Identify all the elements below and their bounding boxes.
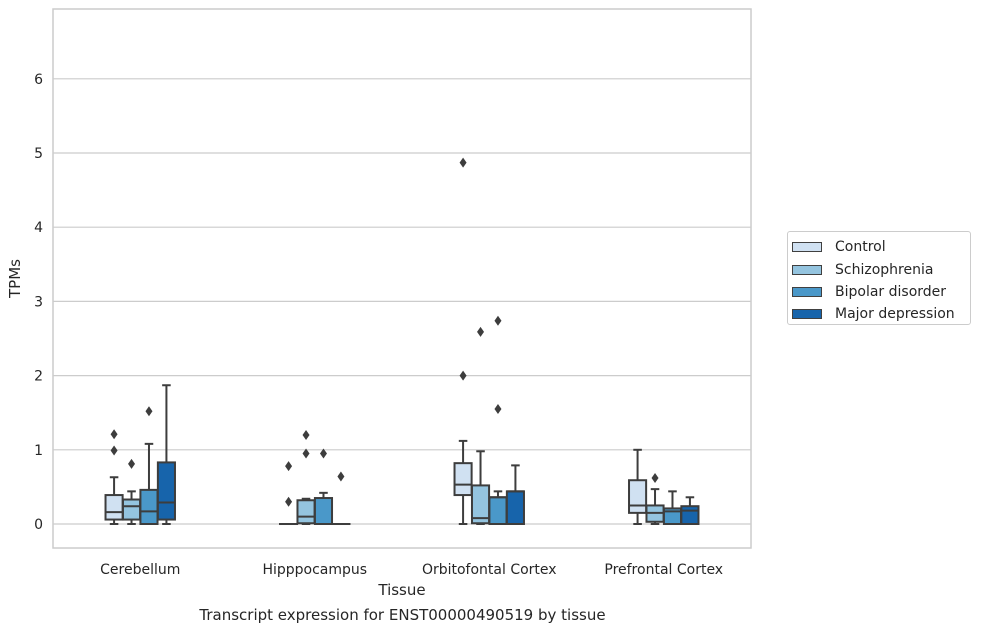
box-iqr bbox=[628, 479, 648, 514]
outlier-point bbox=[494, 403, 502, 414]
legend-item: Control bbox=[788, 236, 970, 258]
outlier-point bbox=[477, 326, 485, 337]
outlier-point bbox=[651, 472, 659, 483]
y-tick-label: 5 bbox=[34, 146, 43, 162]
plot-frame bbox=[52, 8, 752, 549]
y-tick-label: 2 bbox=[34, 369, 43, 385]
x-tick-label: Hipppocampus bbox=[262, 562, 367, 578]
legend-item: Schizophrenia bbox=[788, 258, 970, 280]
outlier-point bbox=[494, 315, 502, 326]
outlier-point bbox=[285, 496, 293, 507]
box-iqr bbox=[139, 488, 159, 526]
y-tick-label: 4 bbox=[34, 220, 43, 236]
y-tick-label: 3 bbox=[34, 294, 43, 310]
legend-swatch bbox=[792, 242, 822, 253]
outlier-point bbox=[459, 370, 467, 381]
x-tick-label: Prefrontal Cortex bbox=[604, 562, 723, 578]
legend-label: Bipolar disorder bbox=[835, 283, 947, 300]
box-major-depression-3 bbox=[680, 496, 700, 525]
box-iqr bbox=[505, 490, 525, 525]
box-major-depression-1 bbox=[331, 471, 351, 526]
x-tick-label: Orbitofontal Cortex bbox=[422, 562, 557, 578]
legend-label: Schizophrenia bbox=[835, 261, 934, 278]
box-control-3 bbox=[628, 448, 648, 525]
outlier-point bbox=[145, 406, 153, 417]
y-tick-label: 6 bbox=[34, 72, 43, 88]
box-schizophrenia-2 bbox=[470, 326, 491, 525]
legend-label: Major depression bbox=[835, 306, 955, 323]
outlier-point bbox=[459, 157, 467, 168]
legend-label: Control bbox=[835, 239, 886, 256]
outlier-point bbox=[110, 429, 118, 440]
box-iqr bbox=[156, 461, 176, 521]
outlier-point bbox=[110, 445, 118, 456]
legend-item: Major depression bbox=[788, 303, 970, 325]
chart-caption: Transcript expression for ENST0000049051… bbox=[199, 606, 606, 624]
plot-area bbox=[53, 9, 751, 548]
box-iqr bbox=[680, 505, 700, 525]
box-iqr bbox=[453, 462, 473, 497]
outlier-point bbox=[319, 448, 327, 459]
outlier-point bbox=[302, 448, 310, 459]
y-axis-label: TPMs bbox=[6, 259, 24, 299]
outlier-point bbox=[302, 429, 310, 440]
box-bipolar-disorder-1 bbox=[313, 448, 334, 525]
legend-swatch bbox=[792, 286, 822, 297]
box-major-depression-0 bbox=[156, 384, 176, 525]
legend-swatch bbox=[792, 309, 822, 320]
box-schizophrenia-0 bbox=[121, 458, 142, 525]
box-control-2 bbox=[453, 157, 473, 525]
box-major-depression-2 bbox=[505, 464, 525, 525]
legend-item: Bipolar disorder bbox=[788, 281, 970, 303]
x-axis-label: Tissue bbox=[377, 581, 425, 599]
outlier-point bbox=[285, 461, 293, 472]
outlier-point bbox=[337, 471, 345, 482]
box-iqr bbox=[104, 494, 124, 521]
y-tick-label: 1 bbox=[34, 443, 43, 459]
box-iqr bbox=[121, 498, 142, 521]
box-bipolar-disorder-2 bbox=[488, 315, 508, 525]
box-iqr bbox=[488, 496, 508, 525]
box-iqr bbox=[313, 497, 334, 525]
box-control-0 bbox=[104, 429, 124, 525]
outlier-point bbox=[128, 458, 136, 469]
legend-swatch bbox=[792, 264, 822, 275]
box-iqr bbox=[296, 499, 316, 525]
y-tick-label: 0 bbox=[34, 517, 43, 533]
box-bipolar-disorder-0 bbox=[139, 406, 159, 526]
x-tick-label: Cerebellum bbox=[100, 562, 180, 578]
legend: Control Schizophrenia Bipolar disorder Majo… bbox=[787, 231, 971, 325]
box-bipolar-disorder-3 bbox=[662, 490, 683, 525]
box-schizophrenia-1 bbox=[296, 429, 316, 525]
